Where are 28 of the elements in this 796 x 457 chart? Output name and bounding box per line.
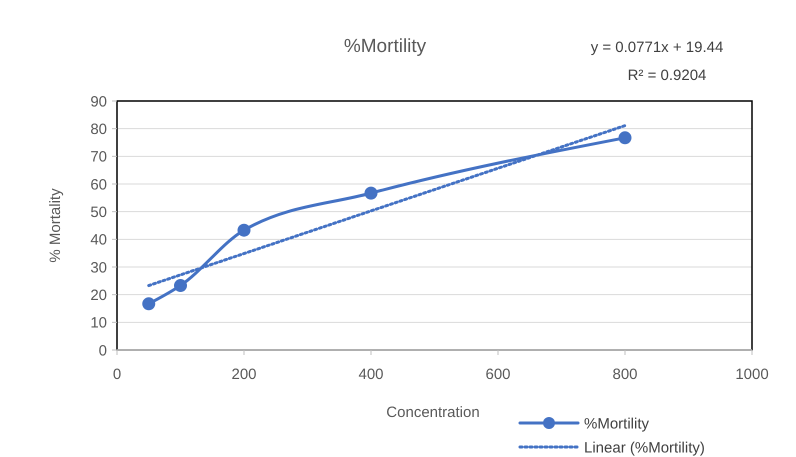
y-tick-label: 10 (90, 314, 107, 332)
point (238, 224, 250, 237)
y-tick-label: 0 (98, 342, 107, 360)
y-tick-label: 90 (90, 93, 107, 110)
point (618, 131, 632, 144)
text: y = 0.0771x + 19.44 (590, 39, 724, 56)
y-tick-label: 30 (90, 259, 107, 276)
point (142, 297, 156, 310)
point (174, 279, 187, 292)
x-tick-label: 400 (358, 366, 384, 383)
x-tick-label: 200 (231, 366, 257, 383)
y-tick-label: 50 (90, 204, 107, 221)
y-axis-title: % Mortality (47, 188, 64, 263)
x-tick-label: 1000 (735, 366, 769, 383)
y-tick-label: 80 (90, 120, 107, 138)
y-tick-label: 70 (90, 148, 107, 166)
y-tick-label: 40 (90, 232, 107, 249)
y-tick-label: 60 (90, 176, 107, 194)
x-tick-label: 800 (612, 366, 638, 383)
y-tick-label: 20 (90, 286, 107, 304)
x-axis-title: Concentration (386, 404, 480, 421)
x-tick-label: 0 (112, 366, 122, 383)
x-tick-label: 600 (485, 366, 511, 383)
legend-label: Linear (%Mortility) (584, 439, 705, 456)
chart-title: %Mortility (344, 36, 427, 57)
text: R² = 0.9204 (628, 67, 706, 84)
legend-label: %Mortility (584, 415, 650, 432)
point (364, 186, 378, 200)
